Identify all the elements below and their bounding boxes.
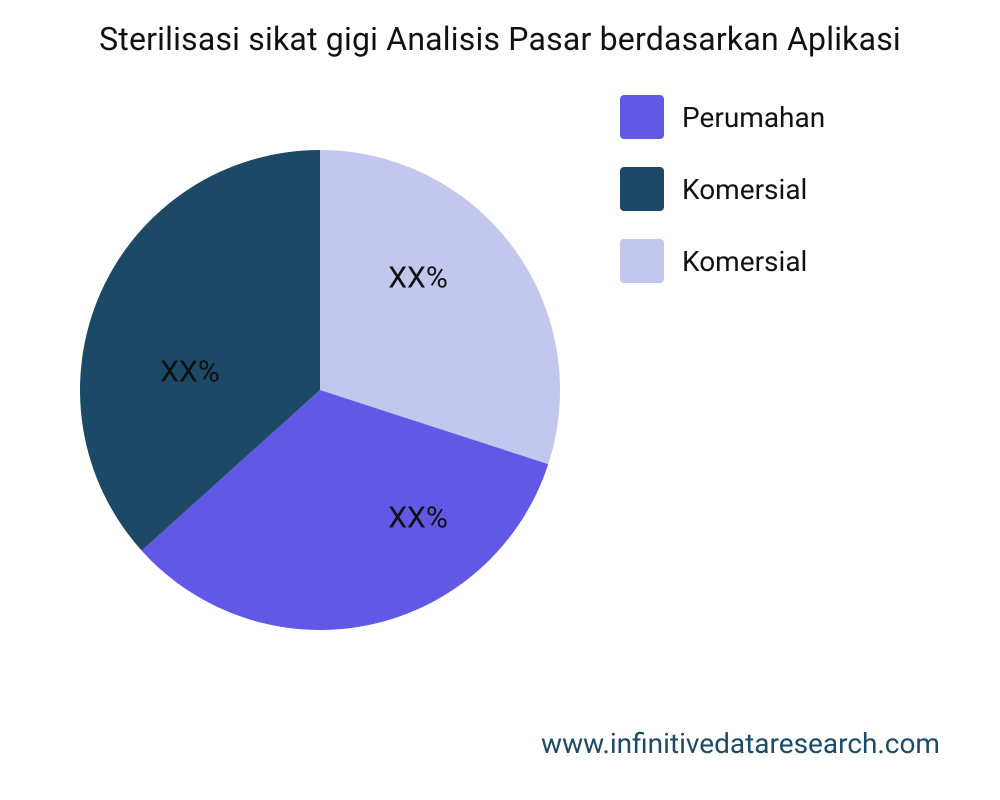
pie-chart: XX% XX% XX% (40, 90, 600, 650)
footer-link[interactable]: www.infinitivedataresearch.com (541, 727, 940, 760)
pie-slice-label-2: XX% (160, 355, 220, 390)
legend-item-0: Perumahan (620, 95, 825, 139)
legend-swatch-2 (620, 239, 664, 283)
legend-swatch-0 (620, 95, 664, 139)
legend: Perumahan Komersial Komersial (620, 95, 825, 283)
legend-label-0: Perumahan (682, 101, 825, 134)
pie-slice-label-1: XX% (388, 501, 448, 536)
chart-title: Sterilisasi sikat gigi Analisis Pasar be… (0, 20, 1000, 58)
legend-item-1: Komersial (620, 167, 825, 211)
legend-swatch-1 (620, 167, 664, 211)
legend-item-2: Komersial (620, 239, 825, 283)
legend-label-1: Komersial (682, 173, 807, 206)
legend-label-2: Komersial (682, 245, 807, 278)
pie-slice-label-0: XX% (388, 261, 448, 296)
